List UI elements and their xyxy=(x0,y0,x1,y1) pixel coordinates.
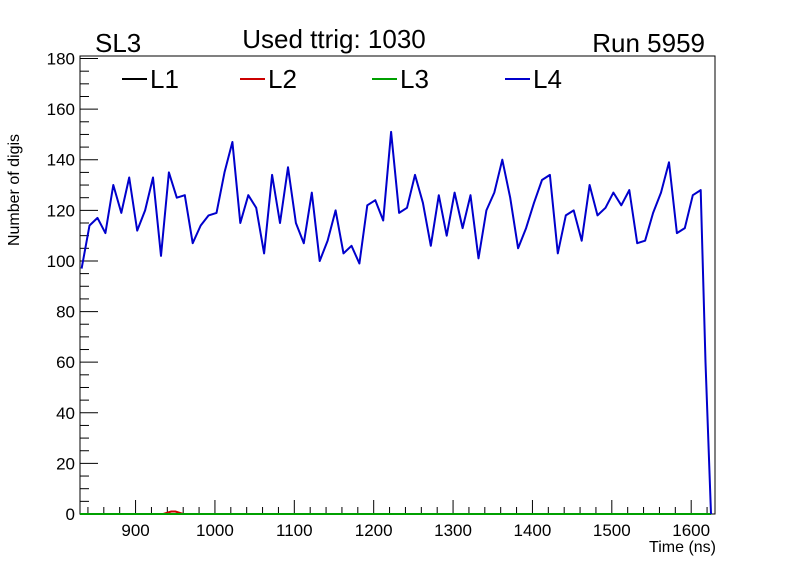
series-line-l4 xyxy=(80,130,712,515)
y-tick-label: 20 xyxy=(56,454,75,473)
x-axis-title: Time (ns) xyxy=(649,539,716,556)
right-label: Run 5959 xyxy=(592,28,705,58)
x-tick-label: 1400 xyxy=(514,521,552,540)
x-tick-label: 1600 xyxy=(672,521,710,540)
y-tick-label: 120 xyxy=(47,201,75,220)
legend: L1 L2 L3 L4 xyxy=(122,64,562,94)
left-label: SL3 xyxy=(95,28,141,58)
y-tick-label: 60 xyxy=(56,353,75,372)
x-tick-label: 1200 xyxy=(355,521,393,540)
x-tick-label: 1000 xyxy=(196,521,234,540)
x-tick-label: 1100 xyxy=(276,521,313,540)
axis-ticks: 900 1000 1100 1200 1300 1400 1500 1600 0 20 40 60 80… xyxy=(47,50,710,540)
y-tick-label: 80 xyxy=(56,303,75,322)
y-tick-label: 0 xyxy=(66,505,75,524)
legend-label-l1: L1 xyxy=(150,64,179,94)
x-tick-label: 900 xyxy=(121,521,149,540)
plot-frame xyxy=(79,55,716,515)
y-tick-label: 40 xyxy=(56,404,75,423)
y-tick-label: 140 xyxy=(47,151,75,170)
legend-label-l3: L3 xyxy=(400,64,429,94)
y-tick-label: 180 xyxy=(47,50,75,69)
y-tick-label: 100 xyxy=(47,252,75,271)
y-tick-label: 160 xyxy=(47,100,75,119)
x-tick-label: 1300 xyxy=(434,521,472,540)
series-layer xyxy=(80,130,712,515)
y-axis-title: Number of digis xyxy=(6,134,23,246)
legend-label-l2: L2 xyxy=(268,64,297,94)
chart-title: Used ttrig: 1030 xyxy=(242,24,426,54)
legend-label-l4: L4 xyxy=(533,64,562,94)
x-tick-label: 1500 xyxy=(593,521,631,540)
